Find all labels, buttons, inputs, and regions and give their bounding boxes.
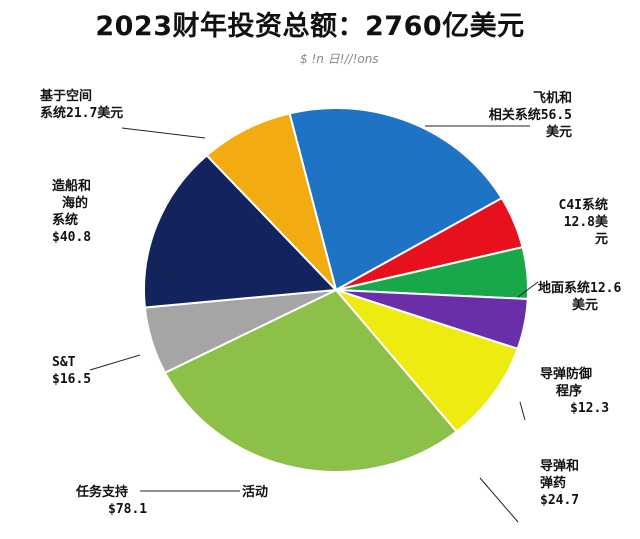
leader-line-space <box>121 127 206 139</box>
pie-slice-space <box>205 112 338 294</box>
slice-label-mission-support-suffix: 活动 <box>242 485 269 500</box>
leader-line-shipbuilding <box>149 257 169 281</box>
leader-line-ground <box>517 281 539 298</box>
slice-label-space: 基于空间 系统21.7美元 <box>40 89 124 121</box>
slice-label-shipbuilding: 造船和 海的 系统 $40.8 <box>52 179 92 245</box>
slice-label-aircraft: 飞机和 相关系统56.5 美元 <box>488 91 572 140</box>
slice-label-ground: 地面系统12.6 美元 <box>538 281 622 313</box>
slice-label-missiles: 导弹和 弹药 $24.7 <box>540 459 580 508</box>
slice-label-mission-support: 任务支持 $78.1 <box>76 485 148 517</box>
chart-title: 2023财年投资总额：2760亿美元 <box>95 11 525 42</box>
pie-slice-aircraft <box>288 107 504 292</box>
slice-label-missile-defense: 导弹防御 程序 $12.3 <box>540 367 610 416</box>
slice-label-st: S&T $16.5 <box>52 355 92 387</box>
slice-label-c4i: C4I系统 12.8美 元 <box>558 198 608 247</box>
leader-line-st <box>89 354 141 371</box>
pie-slice-shipbuilding <box>143 154 339 309</box>
leader-line-missile-defense <box>519 401 526 421</box>
pie-slice-mission-support <box>163 288 459 473</box>
pie-slice-missiles <box>332 287 519 433</box>
chart-subtitle: $ !n 日!//!ons <box>300 52 379 66</box>
leader-line-missiles <box>479 477 519 523</box>
